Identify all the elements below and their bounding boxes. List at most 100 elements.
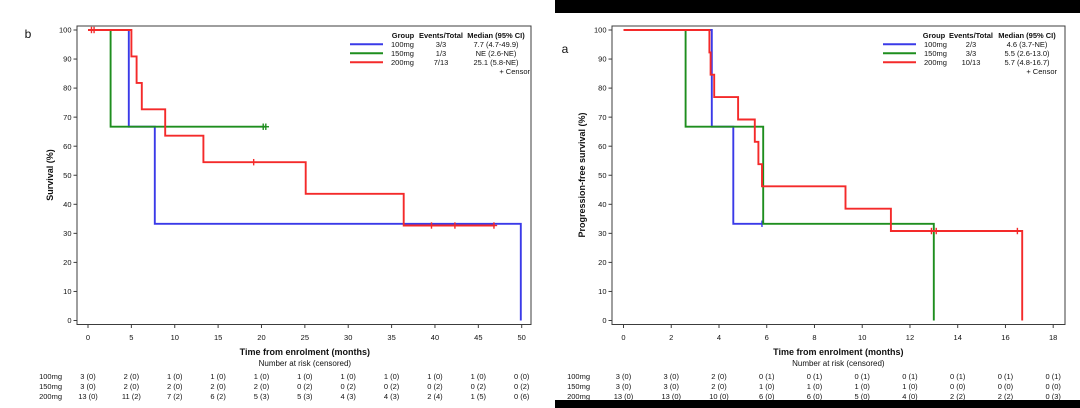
km-curve-200mg xyxy=(88,29,495,227)
panel-b-overall-survival: 0 5 10 15 20 25 30 35 40 45 50 0 10 20 30 40 50 60 70 80 90 1… xyxy=(25,25,532,401)
legend-events-total: 7/13 xyxy=(434,58,449,67)
risk-value: 3 (0) xyxy=(664,372,680,381)
risk-value: 1 (0) xyxy=(471,372,487,381)
legend-header-group: Group xyxy=(923,31,946,40)
legend-median-ci: 25.1 (5.8-NE) xyxy=(473,58,519,67)
legend-median-ci: 5.7 (4.8-16.7) xyxy=(1004,58,1050,67)
legend: Group Events/Total Median (95% CI) 100mg 3/3… xyxy=(350,31,530,76)
x-tick-label: 10 xyxy=(171,333,179,342)
risk-value: 0 (1) xyxy=(1045,372,1061,381)
x-tick-label: 2 xyxy=(669,333,673,342)
risk-value: 2 (4) xyxy=(427,392,443,401)
risk-value: 0 (1) xyxy=(759,372,775,381)
y-tick-label: 70 xyxy=(63,113,71,122)
legend-header-median: Median (95% CI) xyxy=(998,31,1056,40)
legend-events-total: 10/13 xyxy=(962,58,981,67)
risk-value: 0 (2) xyxy=(427,382,443,391)
risk-table-title: Number at risk (censored) xyxy=(259,359,352,368)
risk-value: 1 (0) xyxy=(341,372,357,381)
legend-header-events: Events/Total xyxy=(949,31,993,40)
legend-group-label: 200mg xyxy=(924,58,947,67)
risk-value: 1 (0) xyxy=(855,382,871,391)
risk-value: 0 (1) xyxy=(950,372,966,381)
x-tick-label: 30 xyxy=(344,333,352,342)
risk-value: 1 (0) xyxy=(167,372,183,381)
risk-row-label: 150mg xyxy=(39,382,62,391)
risk-value: 4 (0) xyxy=(902,392,918,401)
legend: Group Events/Total Median (95% CI) 100mg 2/3… xyxy=(883,31,1057,76)
y-tick-label: 0 xyxy=(602,316,606,325)
risk-value: 0 (1) xyxy=(902,372,918,381)
risk-value: 0 (0) xyxy=(998,382,1014,391)
legend-median-ci: 5.5 (2.6-13.0) xyxy=(1004,49,1050,58)
risk-value: 0 (2) xyxy=(514,382,530,391)
x-axis-title: Time from enrolment (months) xyxy=(240,347,370,357)
risk-value: 1 (0) xyxy=(759,382,775,391)
x-tick-label: 18 xyxy=(1049,333,1057,342)
risk-value: 0 (2) xyxy=(384,382,400,391)
black-bar-top xyxy=(555,0,1080,13)
risk-value: 5 (3) xyxy=(297,392,313,401)
km-curve-150mg xyxy=(623,29,935,321)
x-tick-label: 5 xyxy=(129,333,133,342)
x-tick-label: 4 xyxy=(717,333,721,342)
y-tick-label: 40 xyxy=(598,200,606,209)
legend-header-median: Median (95% CI) xyxy=(467,31,525,40)
risk-value: 1 (0) xyxy=(297,372,313,381)
plot-frame xyxy=(611,25,1066,325)
risk-value: 7 (2) xyxy=(167,392,183,401)
risk-value: 0 (6) xyxy=(514,392,530,401)
legend-header-events: Events/Total xyxy=(419,31,463,40)
x-tick-label: 25 xyxy=(301,333,309,342)
risk-value: 2 (0) xyxy=(254,382,270,391)
risk-value: 5 (0) xyxy=(855,392,871,401)
km-curve-150mg xyxy=(88,29,266,128)
legend-group-label: 100mg xyxy=(924,40,947,49)
y-tick-label: 80 xyxy=(598,84,606,93)
risk-value: 0 (1) xyxy=(998,372,1014,381)
risk-value: 1 (0) xyxy=(807,382,823,391)
risk-value: 3 (0) xyxy=(616,372,632,381)
risk-value: 3 (0) xyxy=(80,372,96,381)
risk-value: 13 (0) xyxy=(78,392,98,401)
y-tick-label: 0 xyxy=(67,316,71,325)
legend-events-total: 3/3 xyxy=(966,49,976,58)
censor-marks-150mg xyxy=(260,123,270,130)
legend-median-ci: 7.7 (4.7-49.9) xyxy=(473,40,519,49)
risk-value: 10 (0) xyxy=(709,392,729,401)
y-tick-label: 50 xyxy=(598,171,606,180)
risk-value: 0 (2) xyxy=(297,382,313,391)
panel-a-progression-free-survival: 0 2 4 6 8 10 12 14 16 18 0 10 20 30 40 50 60 70 80 90 100 Tim… xyxy=(540,0,1080,408)
legend-median-ci: NE (2.6-NE) xyxy=(476,49,517,58)
risk-value: 2 (2) xyxy=(998,392,1014,401)
panel-letter: a xyxy=(562,42,569,56)
legend-median-ci: 4.6 (3.7-NE) xyxy=(1007,40,1048,49)
legend-censor-label: + Censor xyxy=(499,67,530,76)
risk-value: 0 (3) xyxy=(1045,392,1061,401)
x-tick-label: 10 xyxy=(858,333,866,342)
km-plot-a: 0 2 4 6 8 10 12 14 16 18 0 10 20 30 40 50 60 70 80 90 100 Tim… xyxy=(562,25,1066,401)
x-tick-label: 6 xyxy=(765,333,769,342)
axes: 0 5 10 15 20 25 30 35 40 45 50 0 10 20 30 40 50 60 70 80 90 1… xyxy=(59,26,526,342)
x-axis-title: Time from enrolment (months) xyxy=(773,347,903,357)
y-tick-label: 80 xyxy=(63,84,71,93)
risk-row-label: 150mg xyxy=(567,382,590,391)
y-tick-label: 90 xyxy=(598,55,606,64)
risk-row-label: 200mg xyxy=(39,392,62,401)
risk-value: 1 (0) xyxy=(210,372,226,381)
risk-value: 2 (0) xyxy=(210,382,226,391)
y-tick-label: 30 xyxy=(63,229,71,238)
y-tick-label: 10 xyxy=(63,287,71,296)
legend-group-label: 200mg xyxy=(391,58,414,67)
risk-value: 3 (0) xyxy=(664,382,680,391)
legend-events-total: 1/3 xyxy=(436,49,446,58)
y-tick-label: 10 xyxy=(598,287,606,296)
y-tick-label: 100 xyxy=(59,26,72,35)
risk-row-label: 100mg xyxy=(39,372,62,381)
x-tick-label: 16 xyxy=(1001,333,1009,342)
y-tick-label: 90 xyxy=(63,55,71,64)
risk-table: Number at risk (censored) 100mg 3 (0) 2 (0)… xyxy=(39,359,530,401)
y-tick-label: 20 xyxy=(63,258,71,267)
risk-value: 13 (0) xyxy=(661,392,681,401)
risk-value: 4 (3) xyxy=(384,392,400,401)
